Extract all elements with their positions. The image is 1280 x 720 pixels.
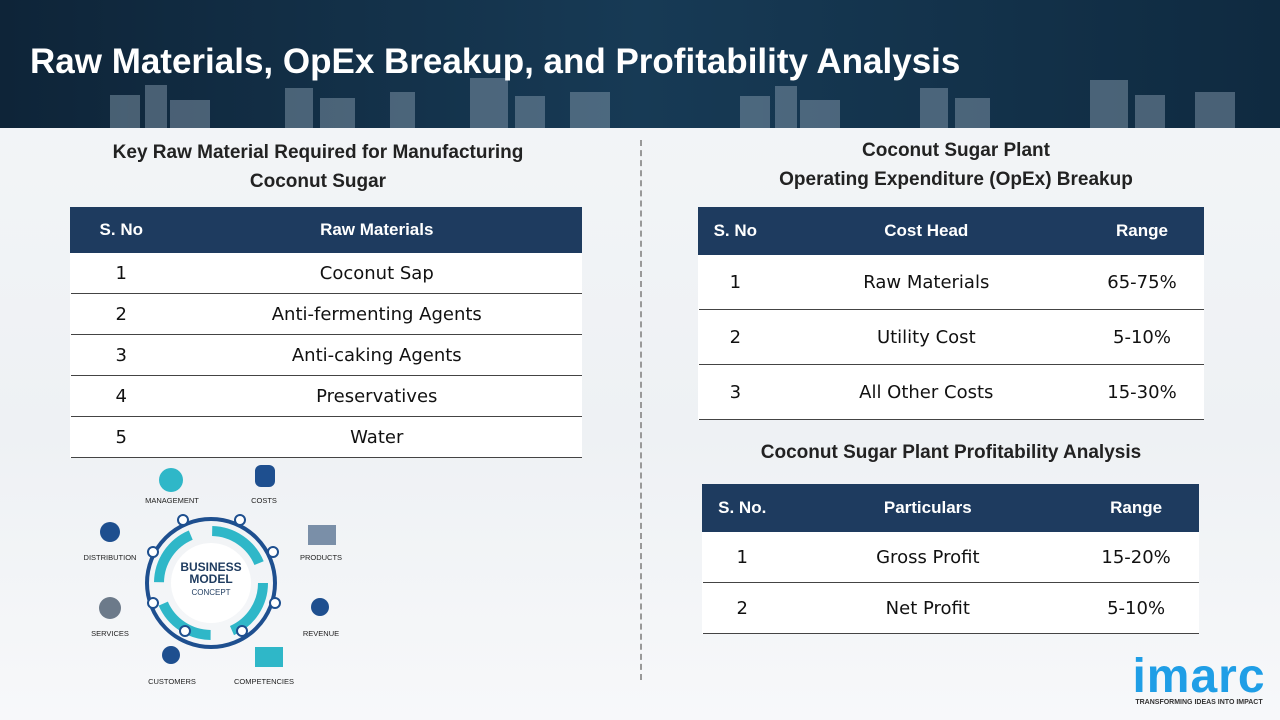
diagram-label: COMPETENCIES [234,677,294,686]
ring [154,526,268,640]
center-text: BUSINESS MODEL CONCEPT [180,560,241,597]
section-title: Coconut Sugar Plant Profitability Analys… [700,438,1202,467]
table-row: 2 Net Profit 5-10% [702,582,1199,634]
column-header: S. No. [701,484,783,532]
table-cell: 1 [698,254,773,310]
header: Raw Materials, OpEx Breakup, and Profita… [0,0,1280,128]
diagram-label: COSTS [251,496,277,505]
logo: imarc TRANSFORMING IDEAS INTO IMPACT [1124,650,1274,707]
table-cell: Water [172,416,582,458]
table-row: 2 Anti-fermenting Agents [70,293,582,335]
table-cell: Preservatives [172,375,582,417]
table-cell: Utility Cost [772,309,1081,365]
section-title-line: Coconut Sugar [249,171,387,192]
skyline [110,78,1235,128]
table-cell: 1 [702,531,782,583]
table-cell: 1 [70,252,173,294]
diagram-label: DISTRIBUTION [84,553,137,562]
table-row: 1 Raw Materials 65-75% [698,254,1204,310]
table-cell: All Other Costs [772,364,1081,420]
diagram-label: REVENUE [303,629,339,638]
column-header: S. No [70,207,173,253]
section-title-line: Coconut Sugar Plant [862,140,1050,161]
table-cell: 3 [70,334,173,376]
table-cell: 15-20% [1073,531,1199,583]
diagram-label: CUSTOMERS [148,677,196,686]
table-cell: 3 [698,364,773,420]
header-row: S. No Raw Materials [70,207,583,253]
center [171,543,251,623]
table-cell: 2 [698,309,773,365]
column-header: Range [1073,484,1199,532]
header-row: S. No. Particulars Range [701,484,1199,532]
column-header: Range [1079,207,1205,255]
table-cell: Gross Profit [781,531,1074,583]
table-cell: Anti-caking Agents [172,334,582,376]
section-title-line: Coconut Sugar Plant Profitability Analys… [760,442,1142,463]
column-header: Cost Head [771,207,1081,255]
divider [640,140,642,680]
table-row: 3 All Other Costs 15-30% [698,364,1204,420]
table-row: 5 Water [70,416,582,458]
logo-tagline: TRANSFORMING IDEAS INTO IMPACT [1135,699,1263,706]
table-cell: 4 [70,375,173,417]
table-row: 1 Gross Profit 15-20% [702,531,1199,583]
ring [145,517,277,649]
section-title-line: Key Raw Material Required for Manufactur… [112,142,524,163]
table-cell: Net Profit [781,582,1074,634]
table-row: 1 Coconut Sap [70,252,582,294]
center-line: BUSINESS [180,560,241,574]
table-cell: 15-30% [1080,364,1204,420]
section-title: Coconut Sugar Plant Operating Expenditure… [700,136,1212,194]
table-row: 2 Utility Cost 5-10% [698,309,1204,365]
table-cell: Coconut Sap [172,252,582,294]
table-cell: 5-10% [1080,309,1204,365]
table-cell: Raw Materials [772,254,1081,310]
header-row: S. No Cost Head Range [698,207,1205,255]
table-cell: Anti-fermenting Agents [172,293,582,335]
diagram-label: SERVICES [91,629,129,638]
table: S. No. Particulars Range 1 Gross Profit 15-20… [701,484,1199,634]
table-row: 3 Anti-caking Agents [70,334,582,376]
page-title: Raw Materials, OpEx Breakup, and Profita… [30,42,961,81]
table-cell: 5 [70,416,173,458]
column-header: S. No [698,207,773,255]
diagram-label: MANAGEMENT [145,496,199,505]
table: S. No Raw Materials 1 Coconut Sap 2 Anti-ferm… [70,207,583,458]
column-header: Raw Materials [171,207,583,253]
diagram-label: PRODUCTS [300,553,342,562]
table-cell: 5-10% [1073,582,1199,634]
table-cell: 2 [702,582,782,634]
center-line: MODEL [189,572,232,586]
section-title: Key Raw Material Required for Manufactur… [60,138,576,196]
logo-name: imarc [1132,650,1266,703]
table-row: 4 Preservatives [70,375,582,417]
center-line: CONCEPT [191,588,230,597]
table-cell: 2 [70,293,173,335]
table: S. No Cost Head Range 1 Raw Materials 65-75% 2… [698,207,1205,420]
table-cell: 65-75% [1080,254,1204,310]
business-model-diagram: BUSINESS MODEL CONCEPT MANAGEMENT COSTS PROD… [84,465,342,686]
column-header: Particulars [781,484,1075,532]
section-title-line: Operating Expenditure (OpEx) Breakup [779,169,1133,190]
